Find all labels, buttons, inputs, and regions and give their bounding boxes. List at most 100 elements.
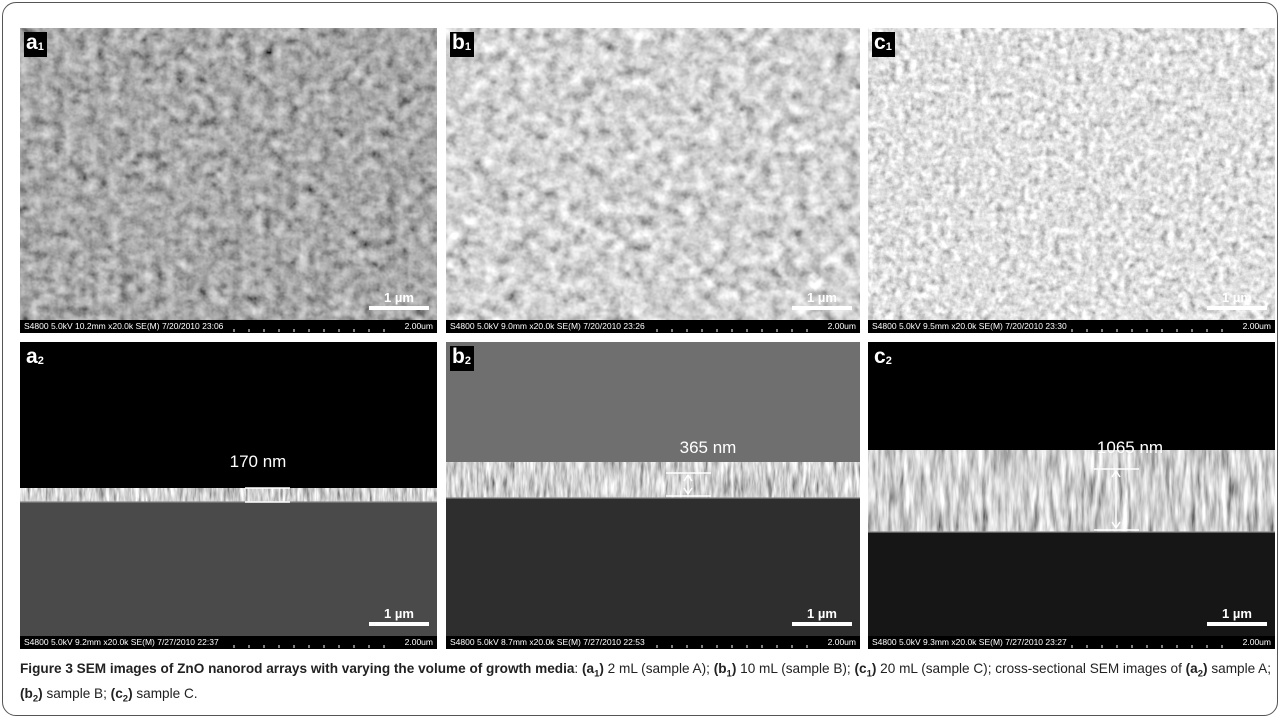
sem-image: 1 µm — [868, 28, 1275, 320]
caption-ref-sub: 2 — [1197, 668, 1204, 680]
caption-ref-sub: 2 — [32, 693, 39, 705]
background — [446, 342, 860, 467]
panel-subscript: 2 — [885, 355, 892, 367]
panel-label: a2 — [24, 346, 47, 371]
panel-label: c2 — [872, 346, 895, 371]
panel-label: b1 — [450, 32, 474, 57]
caption-ref-sub: 1 — [726, 668, 732, 680]
caption-ref: (a — [581, 661, 595, 676]
surface-texture — [446, 28, 860, 320]
caption-ref-sub: 1 — [594, 668, 600, 680]
scale-bar — [792, 306, 852, 310]
sem-image: 1 µm — [20, 28, 437, 320]
caption-ref: ) — [128, 685, 133, 701]
info-ticks — [233, 329, 385, 332]
panel-subscript: 2 — [464, 355, 471, 367]
field-width: 2.00um — [827, 321, 856, 331]
field-width: 2.00um — [1242, 637, 1271, 647]
panel-subscript: 1 — [37, 41, 44, 53]
info-ticks — [656, 329, 808, 332]
caption-ref: ) — [731, 661, 737, 676]
caption-ref: ) — [871, 661, 877, 676]
scale-bar — [1207, 622, 1267, 626]
thickness-label: 365 nm — [680, 438, 737, 457]
info-text: S4800 5.0kV 9.3mm x20.0k SE(M) 7/27/2010… — [872, 637, 1067, 647]
nanorod-film — [868, 450, 1275, 532]
field-width: 2.00um — [827, 637, 856, 647]
nanorod-film — [20, 488, 437, 502]
surface-texture — [20, 28, 437, 320]
surface-texture — [868, 28, 1275, 320]
info-ticks — [1071, 329, 1223, 332]
panel-subscript: 1 — [885, 41, 892, 53]
caption-text: 10 mL (sample B); — [736, 661, 855, 676]
caption: Figure 3 SEM images of ZnO nanorod array… — [20, 659, 1272, 708]
thickness-label: 1065 nm — [1097, 438, 1163, 457]
info-bar: S4800 5.0kV 10.2mm x20.0k SE(M) 7/20/201… — [20, 320, 437, 333]
background — [20, 342, 437, 492]
caption-text: sample A; — [1207, 661, 1272, 676]
nanorod-film — [446, 462, 860, 498]
info-bar: S4800 5.0kV 9.0mm x20.0k SE(M) 7/20/2010… — [446, 320, 860, 333]
arrow-head — [1111, 469, 1121, 530]
info-text: S4800 5.0kV 9.5mm x20.0k SE(M) 7/20/2010… — [872, 321, 1067, 331]
caption-ref: ) — [38, 685, 43, 701]
caption-ref-sub: 1 — [866, 668, 872, 680]
caption-ref: (a1) — [581, 661, 604, 680]
info-ticks — [233, 645, 385, 648]
scale-bar-label: 1 µm — [1222, 290, 1252, 305]
caption-ref-sub: 2 — [122, 693, 129, 705]
info-text: S4800 5.0kV 9.0mm x20.0k SE(M) 7/20/2010… — [450, 321, 645, 331]
caption-text: 20 mL (sample C); cross-sectional SEM im… — [876, 661, 1186, 676]
field-width: 2.00um — [404, 321, 433, 331]
substrate — [868, 532, 1275, 636]
scale-bar — [792, 622, 852, 626]
info-text: S4800 5.0kV 10.2mm x20.0k SE(M) 7/20/201… — [24, 321, 224, 331]
scale-bar — [369, 306, 429, 310]
panel-letter: a — [26, 31, 38, 54]
caption-text: : — [574, 661, 582, 676]
sem-panel: 1 µm a1 S4800 5.0kV 10.2mm x20.0k SE(M) 7/… — [20, 28, 437, 333]
caption-text: sample B; — [42, 685, 111, 701]
sem-panel: 365 nm 1 µm b2 S4800 5.0kV 8.7mm x20.0k SE(… — [446, 342, 860, 649]
info-ticks — [656, 645, 808, 648]
background — [868, 342, 1275, 454]
caption-ref: ) — [599, 661, 604, 676]
caption-ref: (b1) — [713, 661, 737, 680]
panel-label: b2 — [450, 346, 474, 371]
caption-ref: (b2) — [20, 685, 43, 705]
panel-letter: c — [874, 345, 886, 368]
scale-bar-label: 1 µm — [384, 606, 414, 621]
field-width: 2.00um — [404, 637, 433, 647]
panel-label: c1 — [872, 32, 895, 57]
field-width: 2.00um — [1242, 321, 1271, 331]
caption-text: 2 mL (sample A); — [603, 661, 714, 676]
panel-letter: a — [26, 345, 38, 368]
sem-image: 170 nm 1 µm — [20, 342, 437, 636]
info-bar: S4800 5.0kV 8.7mm x20.0k SE(M) 7/27/2010… — [446, 636, 860, 649]
scale-bar-label: 1 µm — [1222, 606, 1252, 621]
info-bar: S4800 5.0kV 9.5mm x20.0k SE(M) 7/20/2010… — [868, 320, 1275, 333]
caption-text: sample C. — [132, 685, 198, 701]
scale-bar — [369, 622, 429, 626]
panel-subscript: 1 — [464, 41, 471, 53]
panel-letter: c — [874, 31, 886, 54]
substrate — [446, 498, 860, 636]
sem-image: 1 µm — [446, 28, 860, 320]
scale-bar — [1207, 306, 1267, 310]
panel-letter: b — [452, 345, 465, 368]
caption-ref: (c1) — [854, 661, 877, 680]
substrate — [20, 502, 437, 636]
panel-label: a1 — [24, 32, 47, 57]
sem-panel: 170 nm 1 µm a2 S4800 5.0kV 9.2mm x20.0k SE(… — [20, 342, 437, 649]
sem-panel: 1065 nm 1 µm c2 S4800 5.0kV 9.3mm x20.0k SE… — [868, 342, 1275, 649]
panel-letter: b — [452, 31, 465, 54]
scale-bar-label: 1 µm — [807, 290, 837, 305]
panel-subscript: 2 — [37, 355, 44, 367]
arrow-head — [683, 473, 693, 496]
sem-panel: 1 µm c1 S4800 5.0kV 9.5mm x20.0k SE(M) 7/2… — [868, 28, 1275, 333]
caption-ref: (b — [713, 661, 727, 676]
caption-ref: (c2) — [110, 685, 133, 705]
info-bar: S4800 5.0kV 9.2mm x20.0k SE(M) 7/27/2010… — [20, 636, 437, 649]
caption-ref: (c — [110, 685, 123, 701]
